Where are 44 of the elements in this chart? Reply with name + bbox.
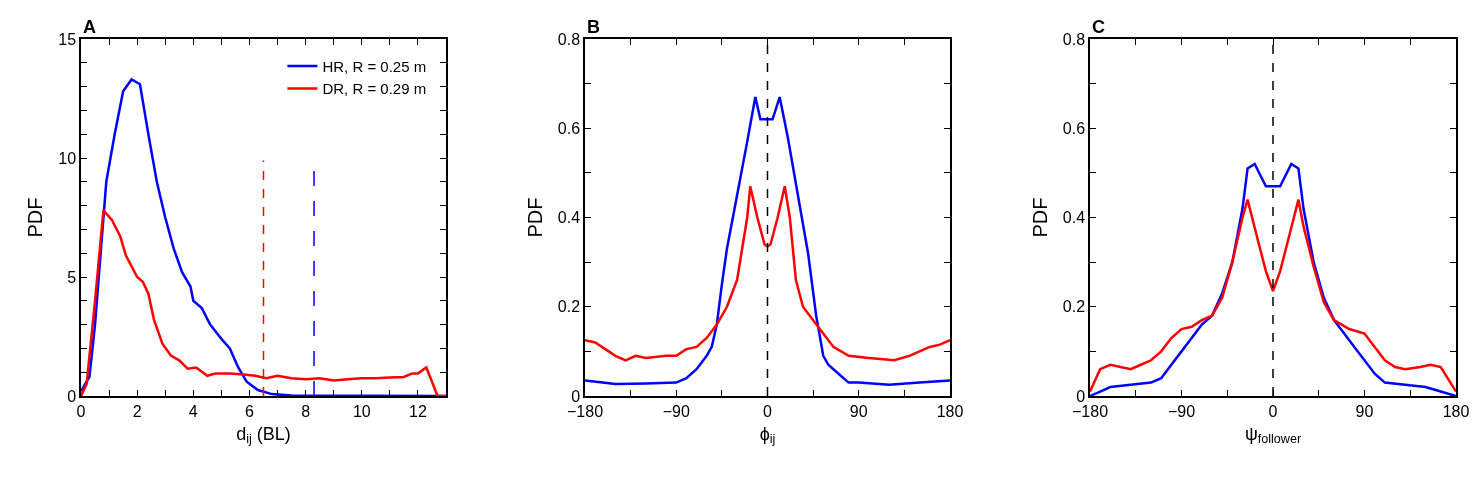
- x-axis-title: d$_{ij}$ (BL): [236, 423, 291, 447]
- x-tick-label: 90: [849, 402, 868, 420]
- y-tick-label: 0: [1076, 387, 1086, 405]
- x-tick-label: 180: [1442, 402, 1470, 420]
- x-axis-title: ϕ$_{ij}$: [759, 423, 776, 447]
- y-tick-label: 10: [58, 149, 77, 167]
- y-tick-label: 0.2: [557, 298, 581, 316]
- y-axis-title: PDF: [24, 197, 47, 238]
- x-tick-label: 90: [1355, 402, 1374, 420]
- y-axis-title: PDF: [1028, 197, 1051, 238]
- x-tick-label: 12: [409, 402, 427, 420]
- x-tick-label: 4: [188, 402, 198, 420]
- chart-title: A: [83, 17, 96, 37]
- line-series: [1090, 198, 1456, 393]
- x-tick-label: −180: [1071, 402, 1109, 420]
- x-tick-label: 6: [245, 402, 255, 420]
- x-tick-label: −180: [566, 402, 604, 420]
- legend-label: HR, R = 0.25 m: [322, 57, 427, 75]
- x-tick-label: 2: [132, 402, 142, 420]
- legend-label: DR, R = 0.29 m: [322, 80, 427, 98]
- line-series: [585, 95, 950, 387]
- y-tick-label: 0.2: [1062, 298, 1086, 316]
- x-tick-label: −90: [1167, 402, 1196, 420]
- x-tick-label: 180: [936, 402, 964, 420]
- y-tick-label: 0: [571, 387, 581, 405]
- chart-title: B: [587, 17, 600, 37]
- y-tick-label: 0.8: [1062, 30, 1086, 48]
- y-axis-title: PDF: [523, 197, 546, 238]
- y-tick-label: 0.6: [1062, 119, 1086, 137]
- chart-title: C: [1092, 17, 1105, 37]
- y-tick-label: 0: [67, 387, 77, 405]
- y-tick-label: 0.4: [1062, 209, 1086, 227]
- x-axis-title: ψ$_{follower}$: [1244, 423, 1302, 447]
- x-tick-label: −90: [662, 402, 690, 420]
- line-series: [585, 185, 950, 362]
- y-tick-label: 0.6: [557, 119, 581, 137]
- x-tick-label: 0: [1268, 402, 1278, 420]
- x-tick-label: 10: [352, 402, 371, 420]
- y-tick-label: 0.8: [557, 30, 581, 48]
- x-tick-label: 0: [763, 402, 773, 420]
- y-tick-label: 0.4: [557, 209, 581, 227]
- y-tick-label: 15: [58, 30, 77, 48]
- y-tick-label: 5: [67, 268, 77, 286]
- x-tick-label: 8: [301, 402, 311, 420]
